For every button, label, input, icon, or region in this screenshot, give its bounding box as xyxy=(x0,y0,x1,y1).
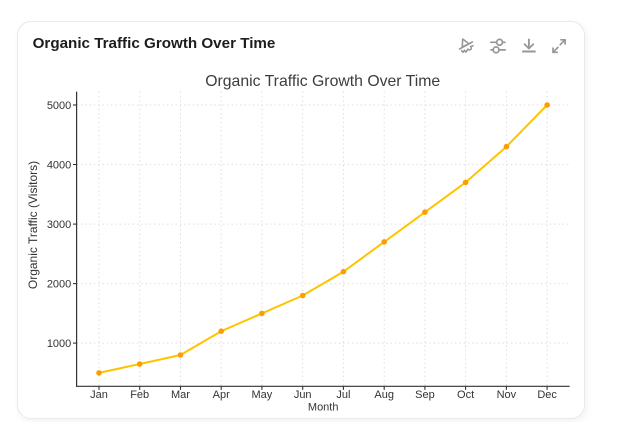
svg-text:Mar: Mar xyxy=(171,389,190,401)
svg-text:1000: 1000 xyxy=(47,338,71,350)
svg-text:Nov: Nov xyxy=(497,389,517,401)
svg-text:Jan: Jan xyxy=(90,389,108,401)
svg-text:May: May xyxy=(252,389,273,401)
svg-text:Jun: Jun xyxy=(294,389,312,401)
svg-text:Organic Traffic Growth Over Ti: Organic Traffic Growth Over Time xyxy=(205,73,440,90)
svg-text:3000: 3000 xyxy=(47,219,71,231)
svg-text:4000: 4000 xyxy=(47,159,71,171)
svg-text:Sep: Sep xyxy=(415,389,435,401)
svg-text:Organic Traffic (Visitors): Organic Traffic (Visitors) xyxy=(26,161,40,289)
svg-text:Feb: Feb xyxy=(130,389,149,401)
svg-text:5000: 5000 xyxy=(47,100,71,112)
svg-text:Month: Month xyxy=(308,402,339,414)
svg-text:2000: 2000 xyxy=(47,279,71,291)
svg-text:Jul: Jul xyxy=(336,389,350,401)
svg-text:Aug: Aug xyxy=(374,389,394,401)
svg-text:Oct: Oct xyxy=(457,389,474,401)
svg-text:Apr: Apr xyxy=(213,389,230,401)
svg-text:Dec: Dec xyxy=(537,389,557,401)
